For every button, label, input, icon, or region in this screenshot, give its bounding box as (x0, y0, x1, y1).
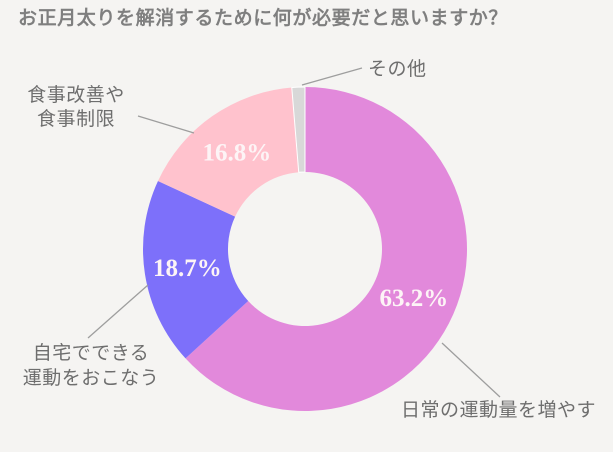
donut-segment-1 (185, 86, 468, 411)
category-label-other: その他 (368, 59, 427, 80)
category-label-daily: 日常の運動量を増やす (401, 400, 597, 421)
donut-segment-3 (157, 87, 299, 217)
category-label-home: 自宅でできる 運動をおこなう (12, 341, 170, 391)
category-label-home-line2: 運動をおこなう (22, 368, 160, 389)
percent-label-segment-2: 18.7% (153, 255, 222, 282)
leader-line-home (87, 284, 149, 339)
category-label-diet-line2: 食事制限 (36, 109, 115, 130)
chart-title: お正月太りを解消するために何が必要だと思いますか？ (18, 8, 509, 29)
donut-percent-labels: 63.2% 18.7% 16.8% (153, 139, 448, 312)
category-label-home-line1: 自宅でできる (32, 343, 150, 364)
donut-segment-4 (291, 86, 306, 173)
leader-line-daily (441, 342, 501, 398)
percent-label-segment-3: 16.8% (203, 139, 272, 166)
category-label-diet-line1: 食事改善や (27, 85, 125, 106)
percent-label-segment-1: 63.2% (380, 285, 449, 312)
leader-line-other (301, 67, 363, 86)
donut-segment-2 (143, 180, 249, 359)
category-label-diet: 食事改善や 食事制限 (18, 84, 134, 132)
donut-segments (143, 86, 468, 411)
leader-line-diet (137, 115, 195, 134)
